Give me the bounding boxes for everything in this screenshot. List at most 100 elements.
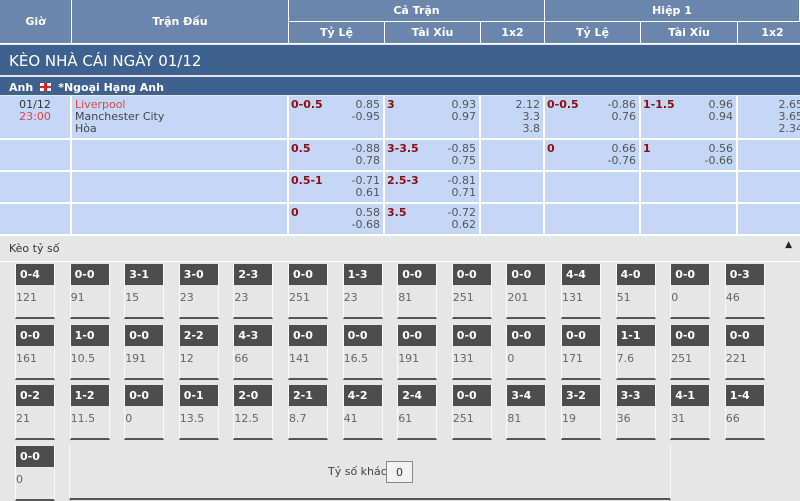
odds-value[interactable]: -0.95: [352, 111, 380, 123]
score-odds: 121: [16, 285, 54, 304]
odds-value[interactable]: 0.71: [448, 187, 476, 199]
odds-value[interactable]: -0.66: [705, 155, 733, 167]
line-value: 0-0.5: [291, 99, 323, 111]
page-title: KÈO NHÀ CÁI NGÀY 01/12: [0, 45, 800, 75]
cell-h1-over-under[interactable]: [641, 204, 738, 236]
cell-h1-handicap[interactable]: [545, 204, 641, 236]
score-label: 0-2: [16, 385, 54, 406]
odds-value[interactable]: 0.97: [452, 111, 477, 123]
odds-value[interactable]: 0.62: [448, 219, 476, 231]
correct-score-bar[interactable]: Kèo tỷ số ▲: [0, 236, 800, 262]
away-team[interactable]: Manchester City: [75, 111, 287, 123]
cell-time: [0, 204, 72, 236]
odds-value[interactable]: 0.75: [448, 155, 476, 167]
score-odds: 10.5: [71, 346, 109, 365]
odds-value[interactable]: 0.78: [352, 155, 380, 167]
odds-value[interactable]: 2.34: [779, 123, 800, 135]
cell-ft-1x2[interactable]: [481, 172, 545, 204]
cell-ft-1x2[interactable]: [481, 140, 545, 172]
collapse-caret-icon[interactable]: ▲: [785, 240, 792, 250]
score-odds: 0: [125, 406, 163, 425]
score-odds: 41: [344, 406, 382, 425]
cell-h1-1x2[interactable]: [738, 204, 800, 236]
odds-value[interactable]: -0.68: [352, 219, 380, 231]
cell-h1-over-under[interactable]: [641, 172, 738, 204]
cell-h1-handicap[interactable]: [545, 172, 641, 204]
cell-ft-1x2[interactable]: [481, 204, 545, 236]
odds-value[interactable]: 0.94: [709, 111, 734, 123]
score-odds: 12: [180, 346, 218, 365]
odds-value[interactable]: 0.76: [608, 111, 636, 123]
score-label: 2-3: [234, 264, 272, 285]
cell-h1-1x2[interactable]: [738, 140, 800, 172]
draw-label: Hòa: [75, 123, 287, 135]
odds-value[interactable]: 0.61: [352, 187, 380, 199]
score-odds: 19: [562, 406, 600, 425]
odds-value[interactable]: 3.8: [516, 123, 541, 135]
other-score-value[interactable]: 0: [386, 461, 413, 483]
cell-h1-1x2[interactable]: [738, 172, 800, 204]
score-odds: 251: [671, 346, 709, 365]
odds-value[interactable]: -0.76: [608, 155, 636, 167]
score-label: 0-0: [125, 385, 163, 406]
league-row[interactable]: Anh*Ngoại Hạng Anh: [0, 77, 800, 95]
